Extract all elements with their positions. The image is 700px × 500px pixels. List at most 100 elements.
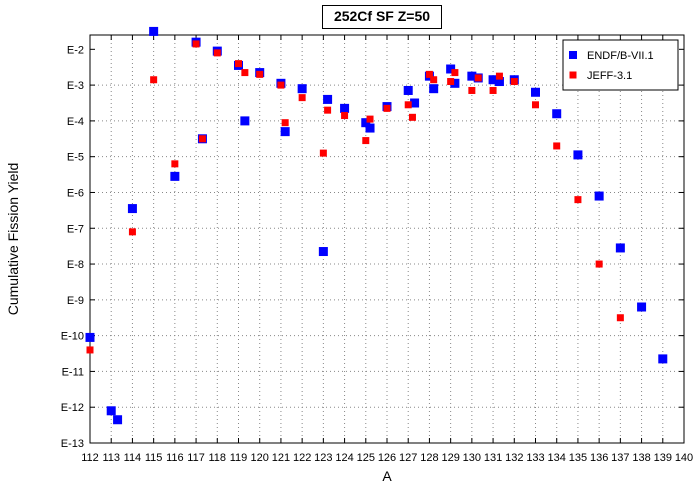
legend: ENDF/B-VII.1 JEFF-3.1: [562, 39, 679, 91]
data-point: [446, 64, 456, 74]
data-point: [171, 160, 179, 168]
data-point: [256, 70, 264, 78]
legend-label-endf: ENDF/B-VII.1: [587, 50, 654, 62]
data-point: [552, 109, 562, 119]
y-tick-label: E-7: [67, 223, 84, 235]
x-tick-label: 129: [441, 452, 459, 464]
data-point: [150, 76, 158, 84]
data-point: [494, 77, 504, 87]
data-point: [298, 94, 306, 102]
x-tick-label: 139: [654, 452, 672, 464]
data-point: [192, 40, 200, 48]
data-point: [531, 87, 540, 97]
data-point: [361, 118, 371, 128]
series-jeff: [86, 40, 624, 354]
y-tick-label: E-12: [61, 402, 84, 414]
x-tick-label: 134: [548, 452, 566, 464]
data-point: [616, 314, 624, 322]
x-tick-label: 115: [145, 452, 163, 464]
x-axis-label: A: [382, 468, 392, 484]
x-tick-labels: 112 113 114 115 116 117 118 119 120 121 122 123 124 1…: [81, 452, 693, 464]
data-point: [324, 106, 332, 114]
y-tick-label: E-9: [67, 295, 84, 307]
data-point: [532, 101, 539, 109]
data-point: [615, 243, 625, 253]
data-point: [474, 74, 482, 82]
data-point: [113, 415, 123, 425]
data-point: [365, 123, 375, 133]
x-tick-label: 112: [81, 452, 99, 464]
data-point: [383, 104, 391, 112]
y-tick-label: E-4: [67, 116, 84, 128]
data-point: [595, 260, 603, 268]
data-point: [553, 142, 561, 150]
legend-box: [562, 39, 679, 91]
data-point: [447, 78, 455, 86]
x-tick-label: 138: [632, 452, 650, 464]
data-point: [404, 101, 412, 109]
data-point: [297, 84, 307, 94]
data-point: [240, 116, 250, 126]
data-point: [467, 71, 477, 81]
data-point: [318, 247, 328, 257]
x-tick-label: 120: [251, 452, 269, 464]
tick-marks: [89, 35, 685, 444]
data-point: [323, 94, 333, 104]
x-tick-label: 126: [378, 452, 396, 464]
x-tick-label: 121: [272, 452, 290, 464]
data-point: [410, 98, 420, 108]
x-tick-label: 122: [293, 452, 311, 464]
data-point: [425, 70, 433, 78]
data-point: [341, 112, 349, 120]
y-tick-label: E-13: [61, 438, 84, 450]
data-point: [573, 150, 583, 160]
data-point: [128, 228, 136, 236]
x-tick-label: 135: [569, 452, 587, 464]
x-tick-label: 119: [230, 452, 248, 464]
x-tick-label: 140: [675, 452, 693, 464]
data-point: [362, 137, 370, 145]
data-point: [510, 78, 518, 86]
legend-label-jeff: JEFF-3.1: [587, 70, 632, 82]
x-tick-label: 118: [209, 452, 227, 464]
data-point: [574, 196, 582, 204]
x-tick-label: 130: [463, 452, 481, 464]
x-tick-label: 124: [335, 452, 353, 464]
data-point: [429, 84, 439, 94]
x-tick-label: 136: [590, 452, 608, 464]
data-point: [149, 26, 159, 36]
data-point: [495, 72, 503, 80]
x-tick-label: 131: [484, 452, 502, 464]
data-point: [488, 75, 498, 85]
data-point: [403, 85, 413, 95]
x-tick-label: 113: [102, 452, 120, 464]
data-point: [127, 204, 137, 214]
x-tick-label: 137: [611, 452, 629, 464]
y-axis-label: Cumulative Fission Yield: [5, 163, 21, 316]
y-tick-label: E-11: [62, 366, 84, 378]
data-point: [280, 127, 290, 137]
legend-marker-endf: [569, 51, 577, 59]
data-point: [430, 76, 438, 84]
data-series: [85, 26, 668, 425]
data-point: [451, 69, 459, 77]
data-point: [468, 86, 476, 94]
data-point: [408, 113, 416, 121]
x-tick-label: 116: [166, 452, 184, 464]
data-point: [594, 191, 604, 201]
x-tick-label: 114: [124, 452, 142, 464]
x-tick-label: 132: [505, 452, 523, 464]
y-tick-label: E-8: [67, 259, 84, 271]
data-point: [241, 69, 249, 77]
y-tick-label: E-3: [67, 80, 84, 92]
data-point: [213, 49, 221, 57]
data-point: [489, 86, 497, 94]
data-point: [340, 103, 350, 113]
x-tick-label: 127: [399, 452, 417, 464]
grid: [90, 35, 684, 444]
data-point: [658, 354, 668, 364]
data-point: [281, 119, 289, 127]
data-point: [106, 406, 116, 416]
x-tick-label: 123: [314, 452, 332, 464]
